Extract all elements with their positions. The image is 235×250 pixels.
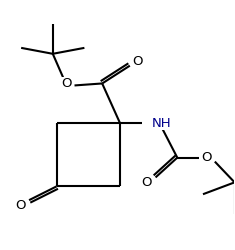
Text: O: O (202, 151, 212, 164)
Text: O: O (61, 77, 72, 90)
Text: O: O (141, 176, 152, 189)
Text: O: O (133, 55, 143, 68)
Text: NH: NH (152, 116, 171, 130)
Text: O: O (15, 198, 25, 211)
